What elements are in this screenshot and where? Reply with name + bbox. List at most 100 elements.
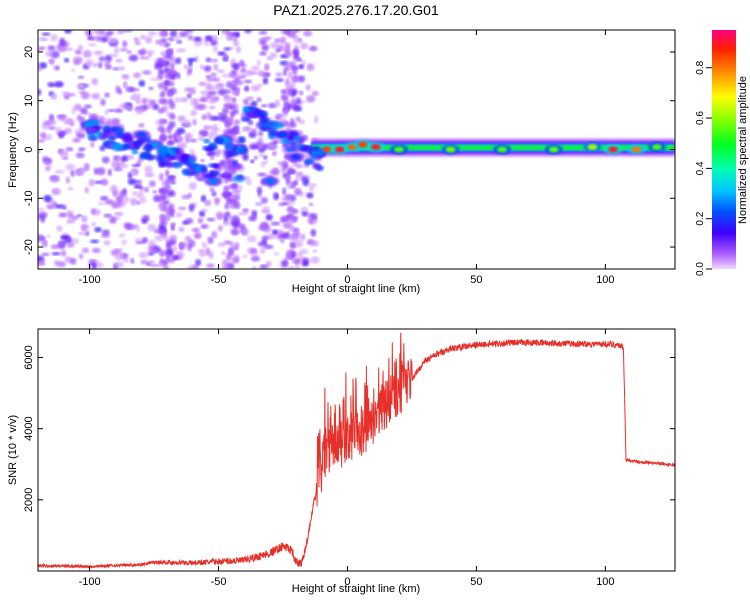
noise-speckle xyxy=(213,63,219,71)
noise-speckle xyxy=(166,211,171,217)
noise-speckle xyxy=(234,242,240,248)
noise-speckle xyxy=(176,72,181,80)
noise-speckle xyxy=(221,73,229,78)
noise-speckle xyxy=(221,265,229,269)
noise-speckle xyxy=(136,194,142,199)
noise-speckle xyxy=(238,184,243,191)
noise-speckle xyxy=(167,80,175,87)
noise-speckle xyxy=(72,237,79,245)
noise-speckle xyxy=(98,119,105,126)
noise-speckle xyxy=(262,76,269,85)
noise-speckle xyxy=(231,231,239,236)
noise-speckle xyxy=(173,97,181,103)
noise-speckle xyxy=(114,261,124,268)
noise-speckle xyxy=(275,72,283,78)
noise-speckle xyxy=(45,167,51,172)
noise-speckle xyxy=(98,56,106,62)
noise-speckle xyxy=(261,44,269,51)
noise-speckle xyxy=(244,69,254,76)
noise-speckle xyxy=(67,186,74,191)
noise-speckle xyxy=(250,159,255,164)
noise-speckle xyxy=(205,57,212,63)
noise-speckle xyxy=(306,192,314,199)
noise-speckle xyxy=(175,36,181,41)
snr-x-ticks: -100 -50 0 50 100 xyxy=(79,329,615,588)
noise-speckle xyxy=(269,170,276,175)
noise-speckle xyxy=(247,120,254,126)
noise-speckle xyxy=(157,107,165,114)
noise-speckle xyxy=(270,145,277,150)
noise-speckle xyxy=(306,63,315,71)
noise-speckle xyxy=(296,252,303,258)
noise-speckle xyxy=(307,183,318,188)
noise-speckle xyxy=(61,250,67,257)
noise-speckle xyxy=(234,119,240,125)
figure-title: PAZ1.2025.276.17.20.G01 xyxy=(273,2,439,18)
noise-speckle xyxy=(240,74,247,79)
noise-speckle xyxy=(141,237,148,244)
noise-speckle xyxy=(201,114,208,120)
noise-speckle xyxy=(123,222,132,229)
noise-speckle xyxy=(99,30,106,36)
noise-speckle xyxy=(165,248,173,257)
noise-speckle xyxy=(169,134,174,141)
noise-speckle xyxy=(78,147,86,151)
noise-speckle xyxy=(290,65,299,71)
noise-speckle xyxy=(167,140,175,145)
noise-speckle xyxy=(160,38,168,43)
noise-speckle xyxy=(221,108,230,114)
noise-speckle xyxy=(157,125,165,133)
noise-speckle xyxy=(147,52,153,57)
noise-speckle xyxy=(170,63,175,71)
noise-speckle xyxy=(210,72,217,78)
noise-speckle xyxy=(187,66,193,75)
noise-speckle xyxy=(292,49,300,55)
spectrogram-x-ticks: -100 -50 0 50 100 xyxy=(79,30,615,286)
noise-speckle xyxy=(149,180,156,188)
noise-speckle xyxy=(200,90,209,95)
signal-blob xyxy=(253,110,263,117)
noise-speckle xyxy=(65,176,71,184)
noise-speckle xyxy=(163,30,168,37)
signal-blob xyxy=(87,132,98,140)
noise-speckle xyxy=(288,265,294,269)
noise-speckle xyxy=(122,188,127,195)
noise-speckle xyxy=(38,207,45,212)
noise-speckle xyxy=(223,47,231,51)
noise-speckle xyxy=(265,261,272,267)
noise-speckle xyxy=(274,78,284,83)
noise-speckle xyxy=(81,216,87,223)
noise-speckle xyxy=(231,80,237,87)
signal-blob xyxy=(204,147,215,152)
noise-speckle xyxy=(250,255,261,262)
noise-speckle xyxy=(165,42,171,47)
noise-speckle xyxy=(230,249,235,255)
noise-speckle xyxy=(224,193,231,201)
noise-speckle xyxy=(265,214,273,221)
noise-speckle xyxy=(51,251,61,256)
noise-speckle xyxy=(140,56,151,60)
noise-speckle xyxy=(242,254,248,259)
noise-speckle xyxy=(270,42,280,49)
noise-speckle xyxy=(126,155,135,160)
carrier-band xyxy=(311,145,675,151)
noise-speckle xyxy=(155,39,162,45)
signal-blob xyxy=(172,161,183,169)
noise-speckle xyxy=(242,208,249,213)
noise-speckle xyxy=(298,64,305,70)
noise-speckle xyxy=(298,118,305,125)
noise-speckle xyxy=(107,168,113,177)
noise-speckle xyxy=(242,228,250,236)
noise-speckle xyxy=(66,210,74,218)
spectrogram-x-axis-label: Height of straight line (km) xyxy=(292,283,420,295)
noise-speckle xyxy=(204,199,212,207)
colorbar-ticks: 0.0 0.2 0.4 0.6 0.8 xyxy=(695,60,712,276)
noise-speckle xyxy=(158,173,164,181)
noise-speckle xyxy=(58,132,65,139)
noise-speckle xyxy=(138,252,148,259)
noise-speckle xyxy=(284,49,292,58)
noise-speckle xyxy=(58,212,68,218)
signal-blob xyxy=(300,145,312,153)
noise-speckle xyxy=(164,60,170,67)
